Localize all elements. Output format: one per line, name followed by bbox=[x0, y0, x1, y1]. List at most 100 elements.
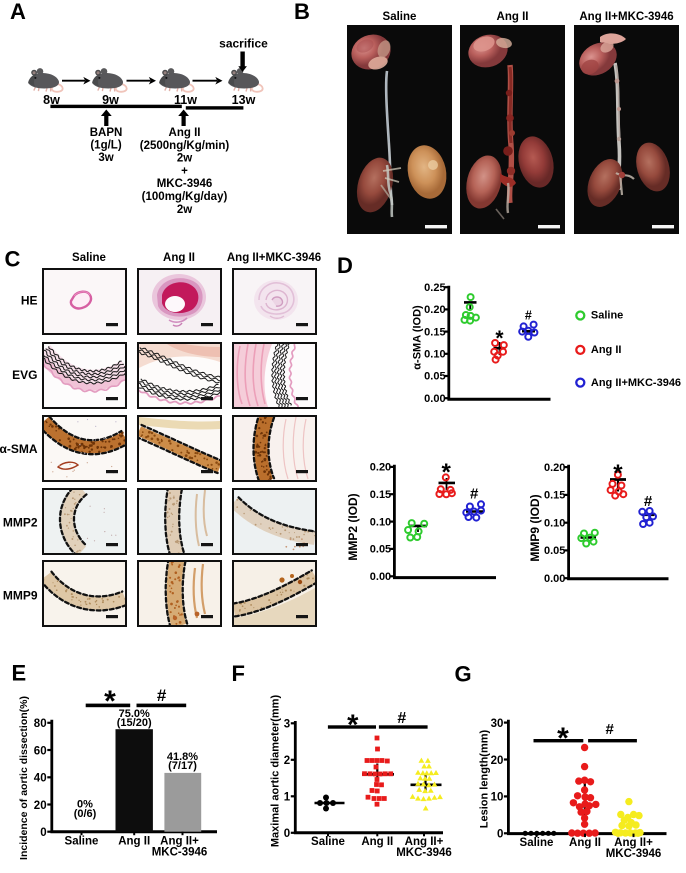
svg-text:*: * bbox=[347, 710, 359, 742]
svg-text:(100mg/Kg/day): (100mg/Kg/day) bbox=[142, 191, 228, 203]
svg-text:(1g/L): (1g/L) bbox=[90, 140, 121, 152]
svg-text:Ang II+MKC-3946: Ang II+MKC-3946 bbox=[579, 11, 673, 23]
svg-text:0: 0 bbox=[40, 827, 46, 839]
svg-text:*: * bbox=[104, 685, 116, 718]
svg-text:*: * bbox=[557, 722, 569, 755]
svg-text:+: + bbox=[181, 165, 188, 177]
svg-text:G: G bbox=[455, 662, 472, 687]
svg-text:(0/6): (0/6) bbox=[74, 808, 97, 820]
svg-text:*: * bbox=[495, 327, 504, 350]
svg-text:3w: 3w bbox=[98, 152, 113, 164]
svg-text:Ang II: Ang II bbox=[118, 836, 150, 848]
svg-text:9w: 9w bbox=[102, 93, 119, 107]
svg-text:sacrifice: sacrifice bbox=[219, 37, 268, 51]
svg-text:Ang II+MKC-3946: Ang II+MKC-3946 bbox=[227, 252, 321, 264]
svg-text:40: 40 bbox=[34, 773, 47, 785]
svg-text:41.8%: 41.8% bbox=[167, 751, 198, 763]
svg-text:MKC-3946: MKC-3946 bbox=[396, 847, 452, 859]
svg-text:Ang II+: Ang II+ bbox=[614, 837, 653, 849]
svg-text:0.10: 0.10 bbox=[424, 349, 445, 361]
svg-text:Lesion length(mm): Lesion length(mm) bbox=[479, 729, 491, 828]
svg-text:Saline: Saline bbox=[520, 837, 554, 849]
svg-text:Ang II+MKC-3946: Ang II+MKC-3946 bbox=[591, 377, 681, 389]
svg-text:#: # bbox=[606, 721, 615, 738]
svg-text:0.00: 0.00 bbox=[544, 573, 565, 585]
svg-text:α-SMA: α-SMA bbox=[0, 442, 38, 456]
svg-text:Saline: Saline bbox=[591, 310, 623, 322]
svg-text:11w: 11w bbox=[174, 93, 197, 107]
svg-text:2: 2 bbox=[284, 755, 290, 767]
svg-text:8w: 8w bbox=[43, 93, 60, 107]
svg-text:(15/20): (15/20) bbox=[117, 717, 152, 729]
svg-text:MMP9 (IOD): MMP9 (IOD) bbox=[528, 494, 542, 561]
svg-text:Saline: Saline bbox=[65, 836, 99, 848]
svg-text:0.00: 0.00 bbox=[370, 571, 391, 583]
svg-text:0.20: 0.20 bbox=[370, 462, 391, 474]
svg-text:0.05: 0.05 bbox=[370, 544, 391, 556]
svg-text:75.0%: 75.0% bbox=[119, 708, 150, 720]
svg-text:F: F bbox=[232, 661, 245, 686]
svg-text:Ang II: Ang II bbox=[591, 344, 622, 356]
svg-text:Ang II+: Ang II+ bbox=[160, 836, 199, 848]
svg-text:1: 1 bbox=[284, 792, 291, 804]
svg-text:D: D bbox=[337, 253, 353, 278]
svg-text:#: # bbox=[525, 309, 532, 323]
svg-text:B: B bbox=[294, 0, 310, 24]
svg-text:#: # bbox=[397, 710, 406, 727]
svg-text:E: E bbox=[12, 661, 27, 686]
svg-text:2w: 2w bbox=[177, 153, 192, 165]
svg-text:MKC-3946: MKC-3946 bbox=[157, 178, 213, 190]
svg-text:HE: HE bbox=[21, 294, 38, 308]
svg-text:Incidence of aortic dissection: Incidence of aortic dissection(%) bbox=[18, 696, 30, 860]
svg-text:20: 20 bbox=[491, 755, 504, 767]
svg-text:60: 60 bbox=[34, 745, 47, 757]
svg-text:0.00: 0.00 bbox=[424, 393, 445, 405]
svg-text:0: 0 bbox=[284, 828, 290, 840]
svg-text:3: 3 bbox=[284, 719, 290, 731]
svg-text:2w: 2w bbox=[177, 204, 192, 216]
svg-text:Maximal aortic diameter(mm): Maximal aortic diameter(mm) bbox=[270, 695, 282, 848]
svg-text:0.05: 0.05 bbox=[544, 545, 565, 557]
svg-text:0.15: 0.15 bbox=[424, 326, 445, 338]
svg-text:(7/17): (7/17) bbox=[168, 760, 197, 772]
svg-text:#: # bbox=[157, 686, 167, 705]
svg-text:(2500ng/Kg/min): (2500ng/Kg/min) bbox=[140, 140, 230, 152]
svg-text:A: A bbox=[10, 0, 26, 24]
svg-text:0%: 0% bbox=[77, 799, 93, 811]
svg-text:0.20: 0.20 bbox=[424, 304, 445, 316]
svg-text:Saline: Saline bbox=[383, 11, 417, 23]
svg-text:MMP2: MMP2 bbox=[3, 516, 38, 530]
svg-text:α-SMA (IOD): α-SMA (IOD) bbox=[412, 305, 424, 370]
svg-text:0.05: 0.05 bbox=[424, 371, 445, 383]
svg-text:30: 30 bbox=[491, 718, 504, 730]
svg-text:#: # bbox=[644, 493, 653, 510]
svg-text:0.15: 0.15 bbox=[370, 489, 391, 501]
svg-text:80: 80 bbox=[34, 718, 47, 730]
svg-text:*: * bbox=[613, 460, 623, 487]
svg-text:MKC-3946: MKC-3946 bbox=[606, 848, 662, 860]
svg-text:C: C bbox=[5, 247, 21, 272]
svg-text:10: 10 bbox=[491, 792, 504, 804]
svg-text:Ang II: Ang II bbox=[361, 836, 393, 848]
svg-text:MKC-3946: MKC-3946 bbox=[152, 847, 208, 859]
svg-text:Ang II: Ang II bbox=[163, 252, 195, 264]
svg-text:0.10: 0.10 bbox=[544, 517, 565, 529]
svg-text:EVG: EVG bbox=[12, 368, 37, 382]
svg-text:Saline: Saline bbox=[311, 836, 345, 848]
svg-text:20: 20 bbox=[34, 800, 47, 812]
svg-text:0.15: 0.15 bbox=[544, 490, 565, 502]
svg-text:Ang II: Ang II bbox=[569, 837, 601, 849]
svg-text:0: 0 bbox=[497, 829, 503, 841]
svg-text:13w: 13w bbox=[232, 93, 256, 107]
svg-text:Saline: Saline bbox=[72, 252, 106, 264]
svg-text:MMP9: MMP9 bbox=[3, 589, 38, 603]
svg-text:Ang II: Ang II bbox=[169, 127, 201, 139]
svg-text:0.10: 0.10 bbox=[370, 516, 391, 528]
svg-text:Ang II+: Ang II+ bbox=[405, 836, 444, 848]
svg-text:0.25: 0.25 bbox=[424, 282, 445, 294]
svg-text:MMP2 (IOD): MMP2 (IOD) bbox=[346, 493, 360, 560]
svg-text:Ang II: Ang II bbox=[497, 11, 529, 23]
svg-text:BAPN: BAPN bbox=[90, 127, 123, 139]
svg-text:*: * bbox=[442, 459, 452, 486]
svg-text:0.20: 0.20 bbox=[544, 462, 565, 474]
